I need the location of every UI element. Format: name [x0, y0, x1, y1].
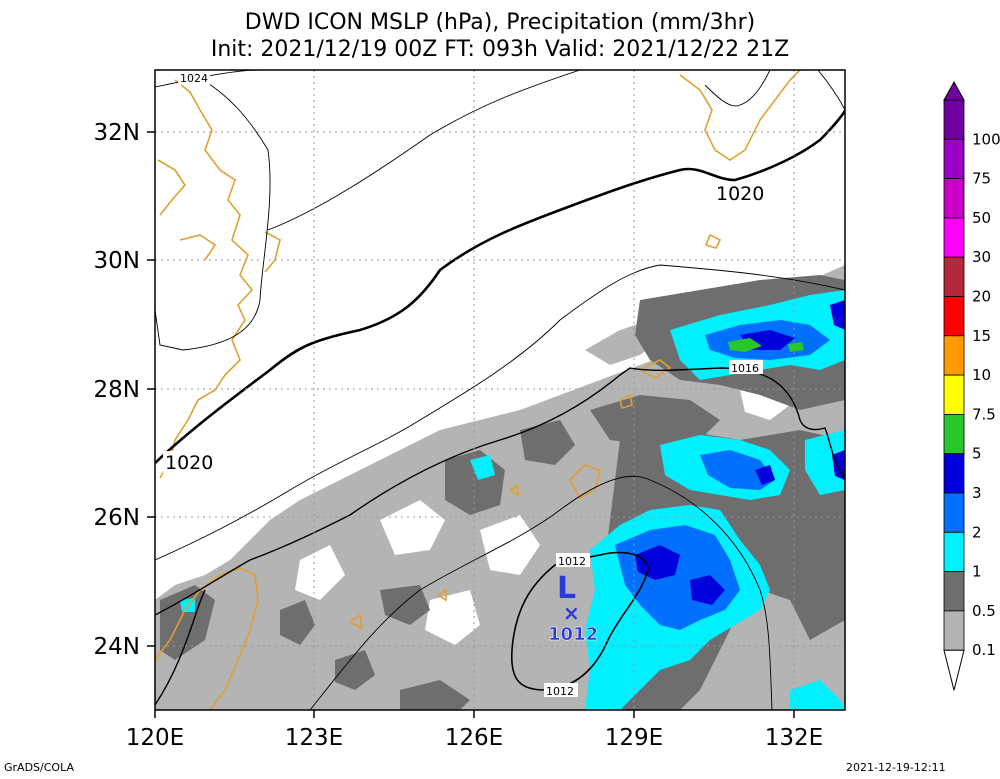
- lon-label-126e: 126E: [445, 725, 503, 751]
- axis-ticks: [147, 131, 795, 718]
- isobar-1016: [155, 367, 845, 706]
- map-frame: [154, 69, 846, 711]
- footer-credit: GrADS/COLA: [4, 761, 74, 774]
- isobar-label-1020-ne: 1020: [716, 183, 764, 205]
- colorbar-label: 2: [972, 523, 982, 541]
- lon-label-129e: 129E: [605, 725, 663, 751]
- colorbar-label: 0.5: [972, 602, 996, 620]
- colorbar-swatch: [943, 138, 965, 180]
- lat-label-30n: 30N: [94, 248, 140, 274]
- precip-colorbar: 100 75 50 30 20 15 10 7.5 5 3 2 1 0.5 0.1: [943, 80, 1000, 691]
- title-line-1: DWD ICON MSLP (hPa), Precipitation (mm/3…: [244, 10, 756, 35]
- colorbar-swatch: [943, 374, 965, 415]
- isobar-label-1012-top: 1012: [558, 555, 586, 568]
- colorbar-swatch: [943, 296, 965, 337]
- colorbar-swatch: [943, 413, 965, 455]
- colorbar-label: 0.1: [972, 641, 996, 659]
- colorbar-swatch: [943, 256, 965, 297]
- colorbar-label: 100: [972, 130, 1000, 148]
- colorbar-label: 50: [972, 209, 991, 227]
- colorbar-label: 5: [972, 445, 982, 463]
- lat-label-24n: 24N: [94, 634, 140, 660]
- colorbar-label: 3: [972, 484, 982, 502]
- low-pressure-value: 1012: [548, 624, 598, 645]
- colorbar-label: 1: [972, 563, 982, 581]
- colorbar-swatch: [943, 571, 965, 612]
- colorbar-label: 7.5: [972, 405, 996, 423]
- colorbar-label: 15: [972, 327, 991, 345]
- isobar-labels: 1024 1020 1020 1016 1012 1012: [163, 71, 764, 698]
- colorbar-label: 30: [972, 248, 991, 266]
- colorbar-label: 10: [972, 366, 991, 384]
- latitude-labels: 32N 30N 28N 26N 24N: [94, 120, 140, 660]
- lon-label-123e: 123E: [285, 725, 343, 751]
- lat-label-26n: 26N: [94, 505, 140, 531]
- precip-green: [728, 338, 804, 352]
- colorbar-swatch: [943, 178, 965, 219]
- isobar-1020: [155, 109, 845, 464]
- title-line-2: Init: 2021/12/19 00Z FT: 093h Valid: 202…: [210, 37, 790, 62]
- grid: [155, 70, 845, 710]
- low-pressure-center: L × 1012: [548, 571, 599, 645]
- colorbar-label: 20: [972, 288, 991, 306]
- lat-label-32n: 32N: [94, 120, 140, 146]
- colorbar-swatch: [943, 335, 965, 376]
- colorbar-label: 75: [972, 170, 991, 188]
- lon-label-120e: 120E: [126, 725, 184, 751]
- lon-label-132e: 132E: [765, 725, 823, 751]
- low-center-marker: ×: [563, 601, 580, 625]
- colorbar-swatch: [943, 492, 965, 533]
- colorbar-swatch: [943, 610, 965, 651]
- colorbar-bottom-arrow: [943, 649, 965, 691]
- colorbar-swatch: [943, 531, 965, 572]
- colorbar-swatch: [943, 217, 965, 258]
- lat-label-28n: 28N: [94, 377, 140, 403]
- isobar-label-1024: 1024: [180, 72, 208, 85]
- footer-timestamp: 2021-12-19-12:11: [846, 761, 946, 774]
- low-symbol: L: [557, 571, 576, 606]
- colorbar-swatch: [943, 99, 965, 140]
- colorbar-swatch: [943, 453, 965, 494]
- longitude-labels: 120E 123E 126E 129E 132E: [126, 725, 823, 751]
- isobar-label-1020-w: 1020: [165, 452, 213, 474]
- isobar-label-1012-bottom: 1012: [546, 685, 574, 698]
- isobar-label-1016: 1016: [731, 362, 759, 375]
- plot-area: [155, 70, 845, 710]
- isobar-1012: [510, 551, 649, 691]
- colorbar-top-arrow: [943, 80, 965, 101]
- coastlines: [155, 70, 801, 710]
